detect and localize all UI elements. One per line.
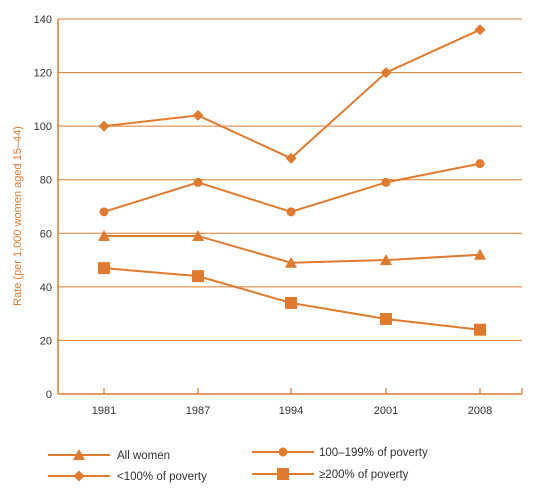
data-point-square [474,323,486,336]
legend-label: All women [117,450,170,462]
series-diamond [98,24,486,164]
y-tick-labels: 0 20 40 60 80 100 120 140 [34,14,52,401]
data-point-square [380,313,392,325]
legend-marker-circle [278,447,288,457]
data-point-triangle [285,256,297,268]
data-point-triangle [380,254,392,266]
y-tick-label: 20 [40,335,52,347]
data-point-circle [99,207,109,217]
series-square [98,262,486,336]
y-tick-label: 100 [34,121,52,133]
x-tick-labels: 1981 1987 1994 2001 2008 [92,388,492,417]
data-point-triangle [474,248,486,260]
data-point-circle [475,159,485,169]
y-tick-label: 80 [40,175,52,187]
series-circle [99,159,485,217]
legend-marker-square [277,468,289,480]
series-group [98,24,486,336]
data-point-circle [193,177,203,187]
legend-label: <100% of poverty [117,471,207,483]
legend-label: ≥200% of poverty [319,469,409,481]
series-line [103,162,481,213]
legend-item: ≥200% of poverty [252,468,409,481]
gridlines [58,18,522,341]
x-tick-label: 1994 [279,405,303,417]
legend-marker-diamond [73,470,85,482]
legend-label: 100–199% of poverty [319,447,428,459]
x-tick-label: 1987 [186,405,210,417]
data-point-triangle [98,229,110,241]
data-point-square [98,262,110,275]
data-point-diamond [192,109,204,121]
legend: All women 100–199% of poverty <100% of pov… [48,447,428,483]
x-tick-label: 2001 [374,405,398,417]
legend-item: All women [48,449,170,462]
data-point-triangle [192,229,204,241]
legend-marker-triangle [73,449,85,460]
series-line [103,28,481,160]
y-tick-label: 0 [46,389,52,401]
data-point-circle [286,207,296,217]
x-tick-label: 2008 [468,405,492,417]
axes [57,19,523,395]
data-point-diamond [285,152,297,164]
data-point-diamond [474,24,486,36]
legend-item: 100–199% of poverty [252,447,428,459]
y-tick-label: 120 [34,68,52,80]
y-tick-label: 40 [40,282,52,294]
y-tick-label: 140 [34,14,52,26]
y-tick-label: 60 [40,228,52,240]
data-point-diamond [380,67,392,79]
legend-item: <100% of poverty [48,470,207,483]
data-point-diamond [98,120,110,132]
data-point-circle [381,177,391,187]
x-tick-label: 1981 [92,405,116,417]
y-axis-label: Rate (per 1,000 women aged 15–44) [12,126,24,306]
data-point-square [192,270,204,283]
data-point-square [285,296,297,309]
series-triangle [98,229,486,268]
